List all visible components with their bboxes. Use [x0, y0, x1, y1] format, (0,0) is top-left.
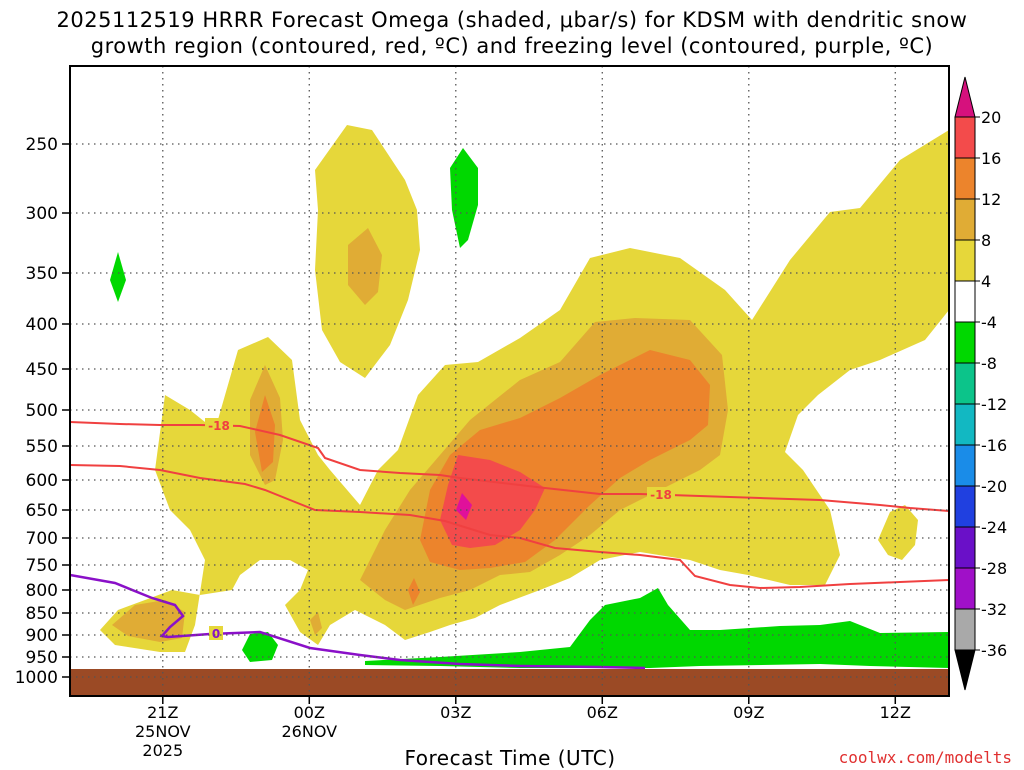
x-tick-label: 12Z: [880, 703, 911, 722]
y-tick-label: 900: [26, 626, 58, 646]
dgz-upper-label: -18: [208, 419, 230, 433]
colorbar-bottom-arrow: [954, 649, 976, 691]
colorbar-label: -4: [981, 313, 997, 332]
omega-neg-region-left: [110, 252, 126, 302]
y-tick-label: 1000: [15, 668, 58, 688]
colorbar-swatch: [954, 444, 976, 487]
omega-neg-region-small: [242, 632, 278, 662]
freezing-level-label: 0: [212, 627, 220, 641]
chart-title-line-2: growth region (contoured, red, ºC) and f…: [90, 34, 934, 58]
colorbar-swatch: [954, 198, 976, 241]
colorbar-top-arrow: [954, 76, 976, 118]
y-tick-label: 950: [26, 648, 58, 668]
colorbar-swatch: [954, 239, 976, 282]
y-tick-label: 250: [26, 135, 58, 155]
colorbar-swatch: [954, 362, 976, 405]
omega-above-20-region: [456, 493, 472, 520]
omega-12-16-region-left: [255, 395, 275, 472]
colorbar-swatch: [954, 157, 976, 200]
omega-8-12-region-small: [310, 612, 322, 635]
credit-text: coolwx.com/modelts: [838, 748, 1012, 767]
ground-surface: [70, 669, 949, 696]
gridlines: [70, 66, 949, 696]
omega-neg-region-lower: [365, 588, 949, 668]
y-tick-label: 500: [26, 401, 58, 421]
colorbar-swatch: [954, 116, 976, 159]
dgz-lower-label: -18: [650, 488, 672, 502]
dgz-label-bg-2: [647, 487, 675, 501]
y-tick-label: 800: [26, 581, 58, 601]
y-tick-label: 650: [26, 501, 58, 521]
omega-4-8-region-right: [878, 505, 918, 560]
colorbar-label: -28: [981, 559, 1007, 578]
chart-title-line-1: 2025112519 HRRR Forecast Omega (shaded, …: [56, 8, 968, 32]
colorbar-label: -36: [981, 641, 1007, 660]
dgz-lower-contour: [70, 464, 949, 590]
colorbar-swatch: [954, 485, 976, 528]
freezing-label-bg: [209, 626, 223, 640]
x-axis-label: Forecast Time (UTC): [404, 746, 616, 770]
colorbar-label: 16: [981, 149, 1001, 168]
y-tick-label: 350: [26, 264, 58, 284]
y-tick-label: 600: [26, 471, 58, 491]
colorbar-swatch: [954, 608, 976, 651]
omega-neg-region-upper: [450, 148, 478, 248]
colorbar-label: 12: [981, 190, 1001, 209]
x-tick-year: 2025: [142, 741, 183, 760]
y-tick-label: 550: [26, 437, 58, 457]
colorbar-label: -16: [981, 436, 1007, 455]
colorbar-label: 8: [981, 231, 991, 250]
plot-frame: [69, 65, 950, 697]
x-tick-label: 00Z: [294, 703, 325, 722]
colorbar-swatch: [954, 567, 976, 610]
x-tick-label: 21Z: [147, 703, 178, 722]
omega-12-16-region-small: [408, 578, 420, 605]
y-tick-label: 700: [26, 529, 58, 549]
x-tick-label: 06Z: [587, 703, 618, 722]
x-tick-label: 03Z: [440, 703, 471, 722]
y-tick-label: 400: [26, 315, 58, 335]
colorbar-swatch: [954, 403, 976, 446]
x-tick-date: 25NOV: [135, 722, 191, 741]
colorbar-label: -20: [981, 477, 1007, 496]
shaded-field: -18 -18 0: [70, 125, 949, 670]
colorbar-label: 20: [981, 108, 1001, 127]
colorbar-label: -8: [981, 354, 997, 373]
omega-8-12-region-upper: [348, 228, 382, 305]
y-axis: 2503003504004505005506006507007508008509…: [15, 135, 70, 688]
colorbar-label: 4: [981, 272, 991, 291]
colorbar: 20 16 12 8 4 -4 -8 -12 -16 -20 -24 -28 -32 -36: [954, 76, 1007, 691]
y-tick-label: 750: [26, 556, 58, 576]
y-tick-label: 850: [26, 604, 58, 624]
colorbar-label: -24: [981, 518, 1007, 537]
y-tick-label: 300: [26, 204, 58, 224]
colorbar-label: -32: [981, 600, 1007, 619]
x-tick-date: 26NOV: [281, 722, 337, 741]
colorbar-swatch: [954, 280, 976, 323]
dgz-label-bg: [205, 418, 233, 432]
colorbar-label: -12: [981, 395, 1007, 414]
y-tick-label: 450: [26, 360, 58, 380]
colorbar-swatch: [954, 321, 976, 364]
x-tick-label: 09Z: [733, 703, 764, 722]
colorbar-swatch: [954, 526, 976, 569]
